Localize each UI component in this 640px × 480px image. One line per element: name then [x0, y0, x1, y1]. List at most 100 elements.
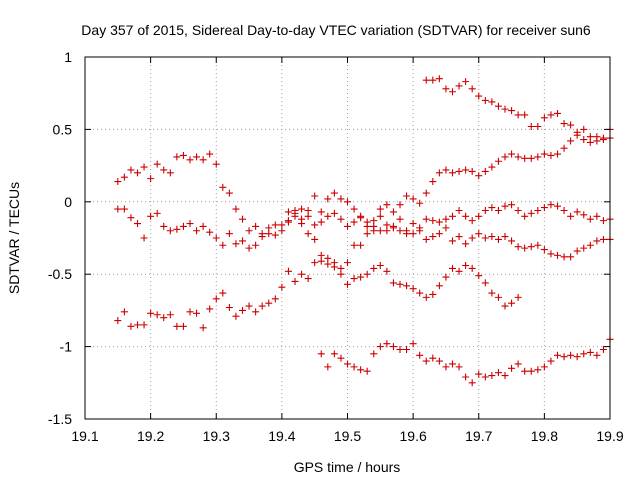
data-point	[442, 166, 450, 174]
data-point	[357, 273, 365, 281]
data-point	[475, 172, 483, 180]
y-tick-label: -0.5	[48, 266, 72, 282]
data-point	[140, 321, 148, 329]
data-point	[330, 263, 338, 271]
data-point	[494, 206, 502, 214]
data-point	[317, 257, 325, 265]
data-point	[593, 133, 601, 141]
data-point	[435, 169, 443, 177]
data-point	[344, 222, 351, 230]
data-point	[337, 215, 345, 223]
data-point	[245, 227, 253, 235]
data-point	[265, 299, 273, 307]
data-point	[521, 212, 529, 220]
data-point	[567, 121, 575, 129]
data-point	[554, 202, 561, 210]
data-point	[501, 153, 509, 161]
data-point	[284, 208, 292, 216]
data-point	[554, 251, 561, 259]
data-point	[344, 259, 351, 267]
data-point	[567, 253, 575, 261]
data-point	[586, 133, 594, 141]
data-point	[186, 308, 194, 316]
data-point	[403, 345, 411, 353]
data-point	[370, 222, 378, 230]
data-point	[153, 160, 161, 168]
data-point	[324, 260, 332, 268]
data-point	[442, 363, 450, 371]
data-point	[344, 198, 351, 206]
data-point	[396, 201, 404, 209]
data-point	[554, 351, 561, 359]
data-point	[383, 340, 391, 348]
data-point	[527, 209, 535, 217]
data-point	[409, 195, 417, 203]
data-point	[193, 309, 201, 317]
data-point	[442, 273, 450, 281]
data-point	[422, 189, 430, 197]
data-point	[304, 212, 312, 220]
data-point	[501, 233, 509, 241]
data-point	[422, 215, 430, 223]
data-point	[521, 154, 529, 162]
data-point	[599, 235, 607, 243]
data-point	[481, 279, 489, 287]
data-point	[403, 192, 411, 200]
data-point	[114, 178, 122, 186]
data-point	[429, 354, 437, 362]
data-point	[593, 212, 601, 220]
data-point	[409, 285, 417, 293]
data-point	[134, 321, 141, 329]
data-point	[311, 221, 319, 229]
data-point	[199, 324, 207, 332]
data-point	[462, 240, 470, 248]
data-point	[252, 241, 260, 249]
x-tick-label: 19.6	[400, 428, 427, 444]
data-point	[514, 293, 522, 301]
data-point	[265, 230, 273, 238]
x-tick-label: 19.2	[137, 428, 164, 444]
data-point	[271, 295, 279, 303]
data-point	[580, 136, 588, 144]
data-point	[363, 230, 371, 238]
data-point	[357, 241, 365, 249]
data-point	[199, 156, 207, 164]
data-point	[540, 363, 548, 371]
data-point	[508, 237, 516, 245]
data-point	[114, 205, 122, 213]
data-point	[462, 212, 470, 220]
data-point	[449, 169, 456, 177]
data-point	[527, 243, 535, 251]
data-point	[416, 289, 424, 297]
y-tick-label: -1	[60, 339, 73, 355]
data-point	[396, 215, 404, 223]
data-point	[311, 259, 319, 267]
data-point	[232, 205, 240, 213]
data-point	[370, 350, 378, 358]
data-point	[330, 350, 338, 358]
x-tick-label: 19.4	[268, 428, 295, 444]
data-point	[573, 208, 581, 216]
data-point	[488, 233, 496, 241]
data-point	[488, 204, 496, 212]
data-point	[481, 373, 489, 381]
data-point	[239, 306, 246, 314]
x-tick-label: 19.8	[531, 428, 558, 444]
data-point	[350, 241, 358, 249]
data-point	[580, 211, 588, 219]
data-point	[435, 230, 443, 238]
data-point	[357, 366, 365, 374]
data-point	[534, 206, 542, 214]
data-point	[540, 204, 548, 212]
data-point	[127, 322, 135, 330]
data-point	[140, 163, 148, 171]
x-tick-label: 19.9	[596, 428, 623, 444]
data-point	[481, 167, 489, 175]
data-point	[508, 364, 516, 372]
data-point	[350, 205, 358, 213]
data-point	[455, 167, 463, 175]
data-point	[416, 199, 424, 207]
data-point	[193, 153, 201, 161]
data-point	[508, 150, 516, 158]
